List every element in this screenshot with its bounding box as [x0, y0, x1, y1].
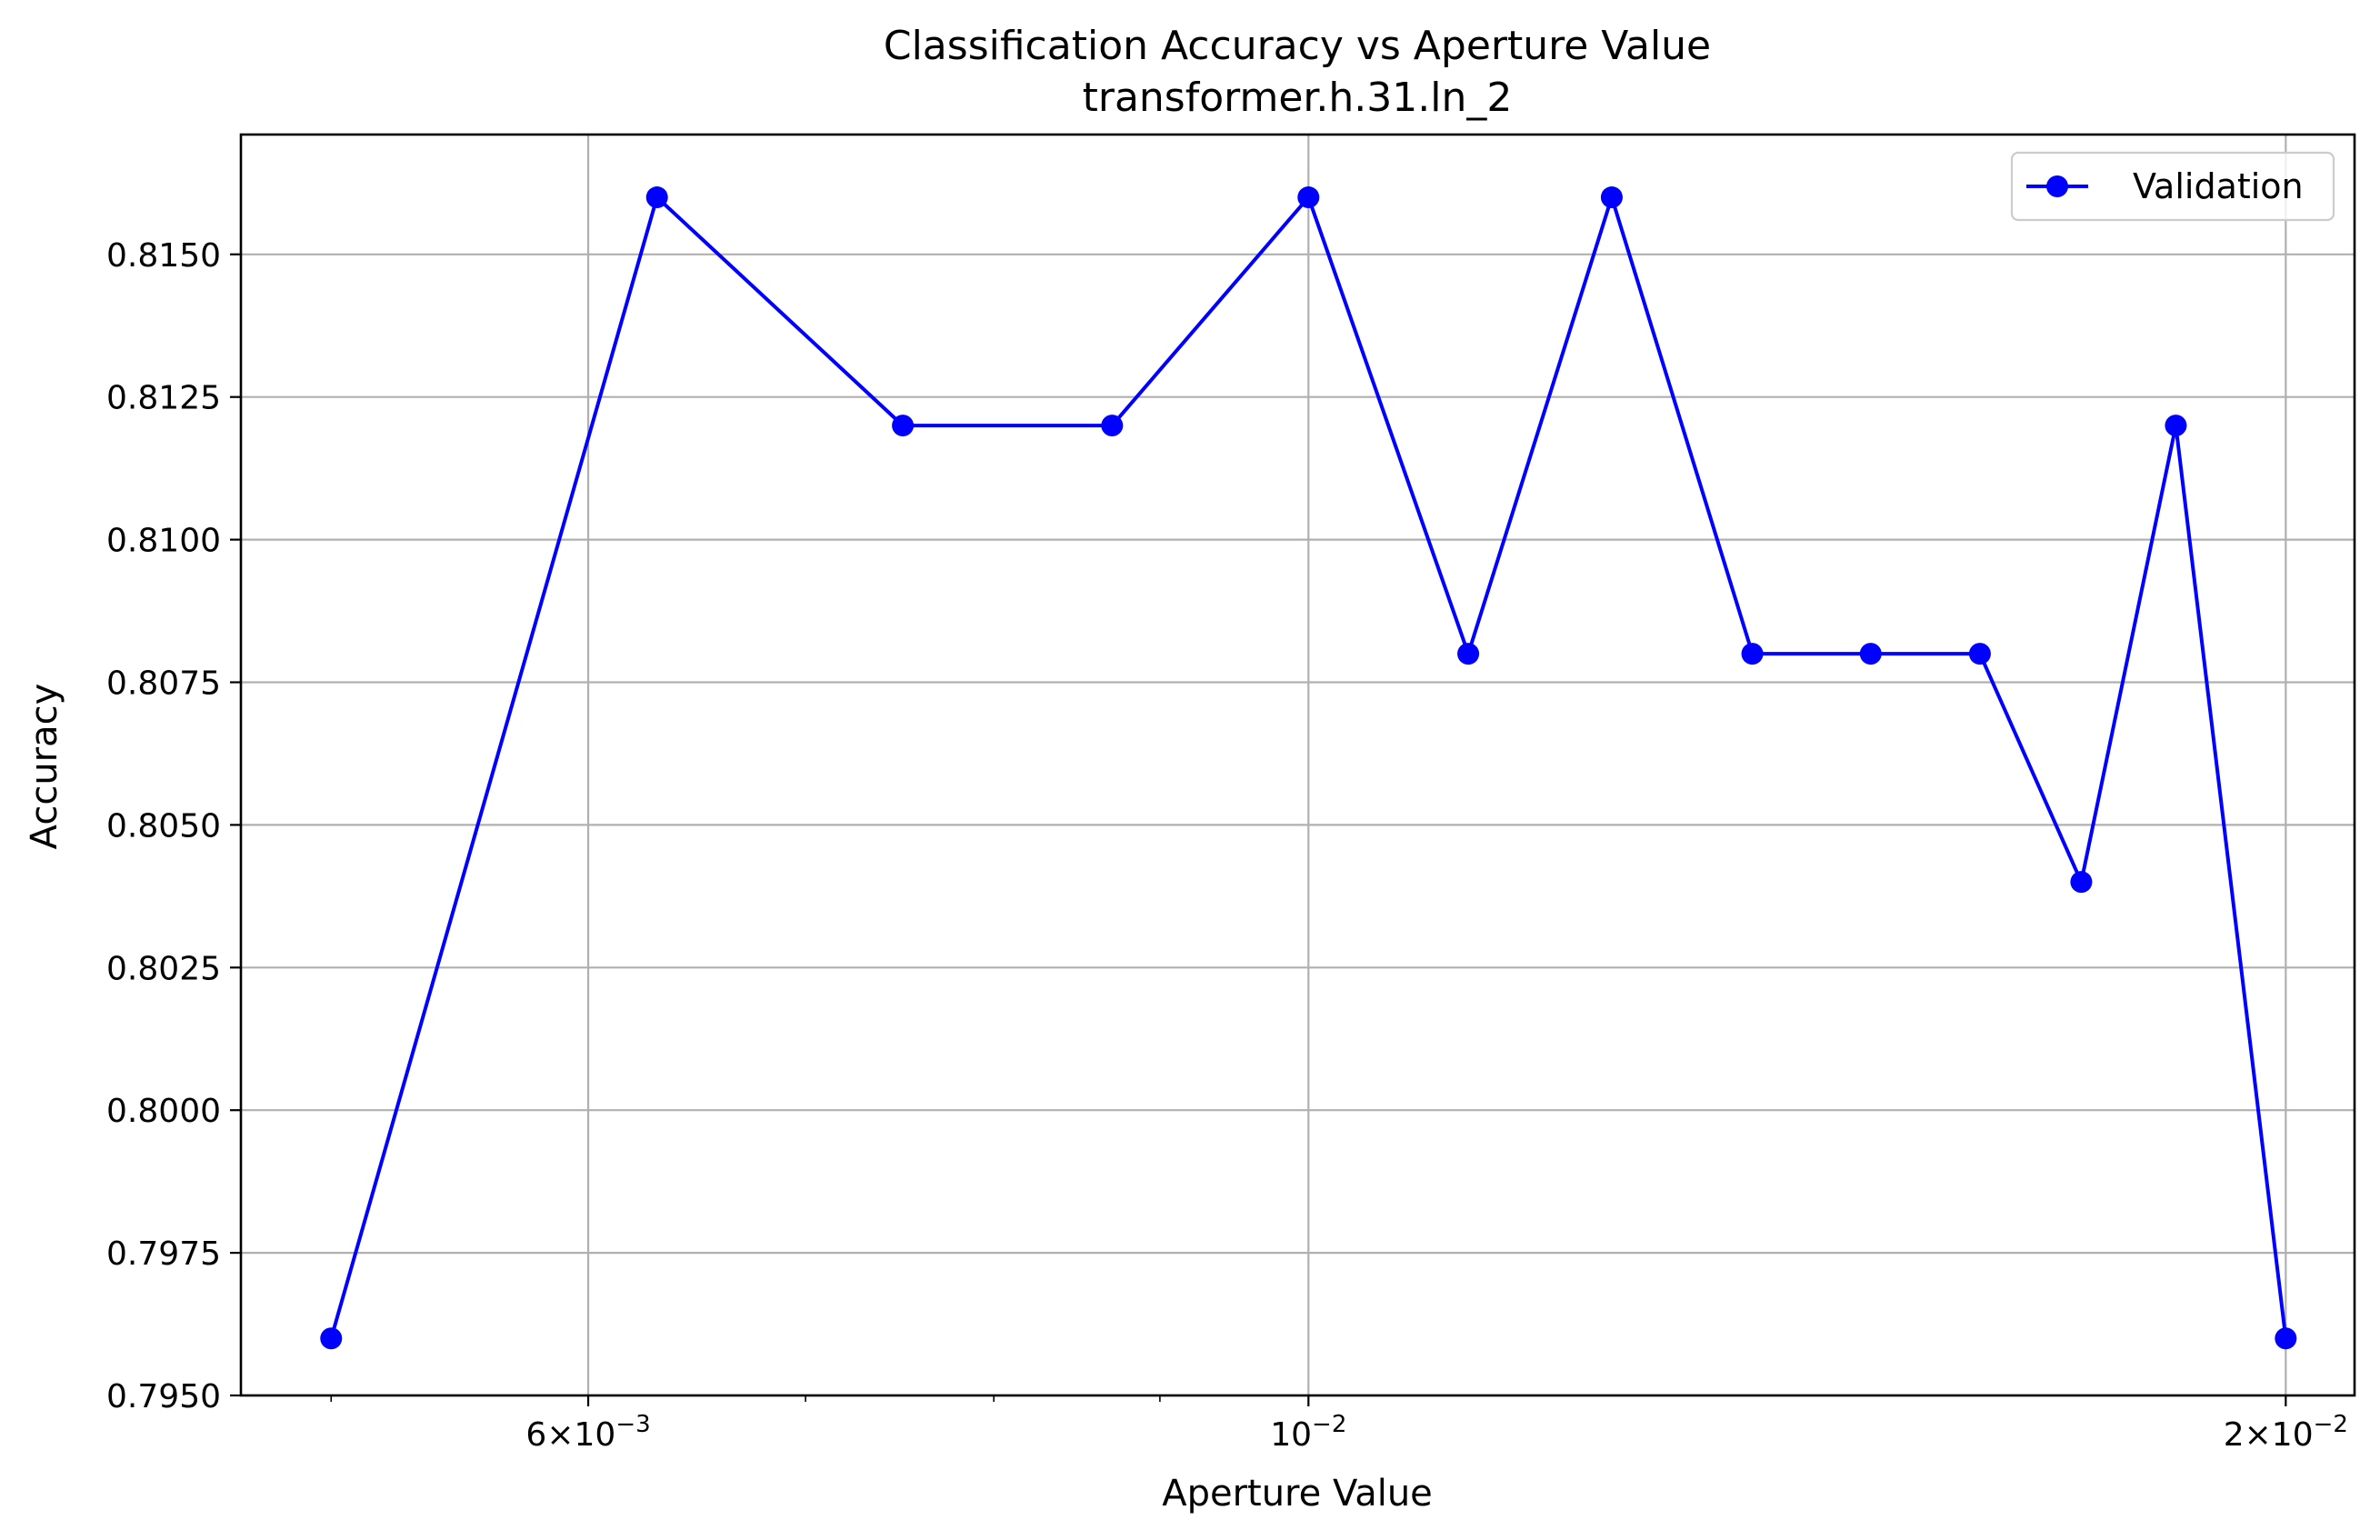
y-tick-label: 0.7950: [106, 1378, 221, 1415]
chart-subtitle: transformer.h.31.ln_2: [1083, 75, 1513, 121]
tick-layer: 0.7950 0.7975 0.8000 0.8025 0.8050 0.8075 0.81…: [106, 237, 2348, 1454]
data-point: [2275, 1327, 2297, 1350]
series-layer: [320, 186, 2297, 1350]
y-tick-label: 0.8100: [106, 523, 221, 560]
data-point: [2165, 415, 2187, 437]
legend: Validation: [2010, 151, 2335, 222]
x-axis-label: Aperture Value: [1162, 1473, 1433, 1515]
x-tick-label: 10−2: [1270, 1411, 1346, 1454]
data-point: [1968, 643, 1991, 665]
y-tick-label: 0.8050: [106, 807, 221, 845]
grid-layer: [241, 135, 2355, 1397]
data-point: [1457, 643, 1480, 665]
y-tick-label: 0.8025: [106, 950, 221, 987]
x-tick-label: 6×10−3: [525, 1411, 650, 1454]
data-point: [1600, 186, 1623, 209]
data-point: [892, 415, 915, 437]
chart-title: Classification Accuracy vs Aperture Valu…: [884, 23, 1711, 69]
data-point: [1859, 643, 1882, 665]
y-tick-label: 0.8000: [106, 1093, 221, 1130]
data-point: [645, 186, 668, 209]
data-point: [320, 1327, 343, 1350]
y-tick-label: 0.8125: [106, 380, 221, 417]
x-tick-label: 2×10−2: [2224, 1411, 2348, 1454]
plot-area-frame: [239, 133, 2356, 1397]
data-point: [1297, 186, 1320, 209]
legend-marker: [2046, 175, 2068, 197]
y-tick-label: 0.7975: [106, 1235, 221, 1273]
y-tick-label: 0.8075: [106, 665, 221, 702]
data-point: [1101, 415, 1124, 437]
legend-box: [2010, 151, 2335, 222]
y-tick-label: 0.8150: [106, 237, 221, 275]
data-point: [1741, 643, 1764, 665]
y-axis-label: Accuracy: [24, 684, 65, 850]
data-point: [2070, 871, 2093, 894]
legend-label: Validation: [2133, 166, 2304, 206]
